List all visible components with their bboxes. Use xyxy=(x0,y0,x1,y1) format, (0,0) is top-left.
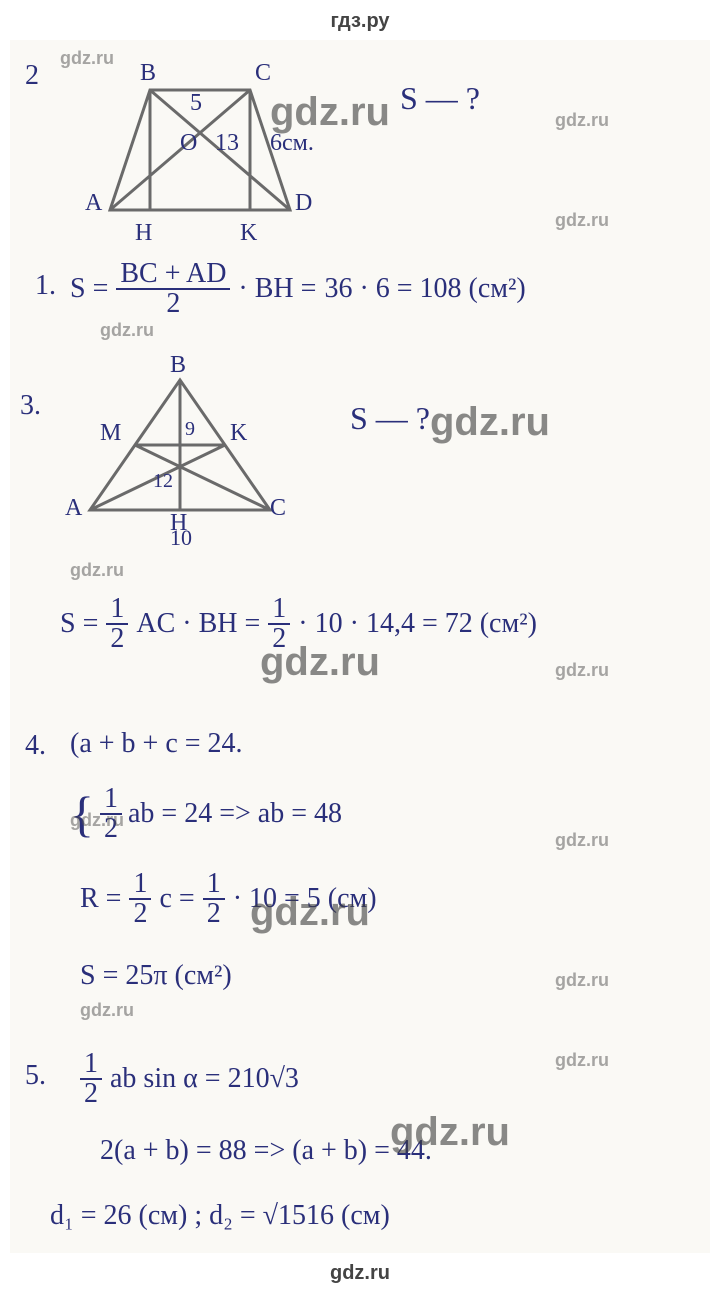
problem-4-number: 4. xyxy=(25,730,46,762)
watermark-small: gdz.ru xyxy=(555,1050,609,1071)
p4-l3b-half-num: 1 xyxy=(203,870,225,900)
problem-3-number: 3. xyxy=(20,390,41,422)
bh-length: 12 xyxy=(153,470,173,493)
mk-length: 9 xyxy=(185,418,195,441)
vertex-C-tri: C xyxy=(270,495,286,522)
watermark-small: gdz.ru xyxy=(80,1000,134,1021)
vertex-B-tri: B xyxy=(170,352,186,379)
watermark-small: gdz.ru xyxy=(100,320,154,341)
point-O: O xyxy=(180,130,197,157)
vertex-A: A xyxy=(85,190,102,217)
half-den-3: 2 xyxy=(106,625,128,653)
watermark-large: gdz.ru xyxy=(390,1110,510,1155)
problem-2-number: 2 xyxy=(25,60,39,92)
problem-5-line1: 1 2 ab sin α = 210√3 xyxy=(80,1050,299,1108)
half-num-3: 1 xyxy=(106,595,128,625)
frac-den: 2 xyxy=(116,290,230,318)
calc-3: · 10 · 14,4 = 72 (см²) xyxy=(298,608,537,640)
ac-bh: AC · BH = xyxy=(136,608,260,640)
half-num-3b: 1 xyxy=(268,595,290,625)
vertex-B: B xyxy=(140,60,156,87)
p4-l3-half-den: 2 xyxy=(129,900,151,928)
header-text: гдз.ру xyxy=(330,10,389,32)
vertex-A-tri: A xyxy=(65,495,82,522)
watermark-large: gdz.ru xyxy=(270,90,390,135)
point-M: M xyxy=(100,420,121,447)
problem-4-line1: a + b + c = 24. xyxy=(79,728,242,759)
point-H: H xyxy=(135,220,152,247)
problem-3-diagram: B A C M K H 9 12 10 xyxy=(70,360,290,540)
vertex-C: C xyxy=(255,60,271,87)
watermark-small: gdz.ru xyxy=(70,810,124,831)
p4-l3b-half-den: 2 xyxy=(203,900,225,928)
od-length: 13 xyxy=(215,130,239,157)
calc-result: 36 · 6 = 108 (см²) xyxy=(324,273,525,305)
problem-2-step-label: 1. xyxy=(35,270,56,302)
watermark-small: gdz.ru xyxy=(555,210,609,231)
problem-3-question: S — ? xyxy=(350,400,430,437)
problem-2-diagram: B C A D H K O 5 13 xyxy=(80,60,320,240)
vertex-D: D xyxy=(295,190,312,217)
problem-2-formula: S = BC + AD 2 · BH = 36 · 6 = 108 (см²) xyxy=(70,260,526,318)
r-equals: R = xyxy=(80,883,121,915)
watermark-small: gdz.ru xyxy=(70,560,124,581)
watermark-large: gdz.ru xyxy=(260,640,380,685)
p4-line2-rest: ab = 24 => ab = 48 xyxy=(128,798,342,830)
s-equals-3: S = xyxy=(60,608,98,640)
problem-5-line3: d₁ = 26 (см) ; d₂ = √1516 (см) xyxy=(50,1200,390,1232)
watermark-small: gdz.ru xyxy=(555,830,609,851)
trapezoid-svg xyxy=(80,60,320,240)
p5-half-num: 1 xyxy=(80,1050,102,1080)
watermark-small: gdz.ru xyxy=(60,48,114,69)
problem-5-number: 5. xyxy=(25,1060,46,1092)
ac-length: 10 xyxy=(170,525,192,551)
p4-l3-half-num: 1 xyxy=(129,870,151,900)
watermark-large: gdz.ru xyxy=(430,400,550,445)
point-K: K xyxy=(240,220,257,247)
watermark-small: gdz.ru xyxy=(555,660,609,681)
problem-5-line2: 2(a + b) = 88 => (a + b) = 44. xyxy=(100,1135,432,1167)
frac-num: BC + AD xyxy=(116,260,230,290)
p5-half-den: 2 xyxy=(80,1080,102,1108)
point-K-tri: K xyxy=(230,420,247,447)
s-equals: S = xyxy=(70,273,108,305)
watermark-large: gdz.ru xyxy=(250,890,370,935)
problem-4-line4: S = 25π (см²) xyxy=(80,960,232,992)
bc-length: 5 xyxy=(190,90,202,117)
watermark-small: gdz.ru xyxy=(555,970,609,991)
c-equals: c = xyxy=(159,883,194,915)
site-footer: gdz.ru xyxy=(0,1262,720,1285)
watermark-small: gdz.ru xyxy=(555,110,609,131)
problem-2-question: S — ? xyxy=(400,80,480,117)
site-header: гдз.ру xyxy=(0,0,720,33)
footer-text: gdz.ru xyxy=(330,1262,390,1284)
problem-4-line1-wrap: (a + b + c = 24. xyxy=(70,728,243,760)
p5-line1-rest: ab sin α = 210√3 xyxy=(110,1063,299,1095)
times-bh: · BH = xyxy=(238,273,316,305)
